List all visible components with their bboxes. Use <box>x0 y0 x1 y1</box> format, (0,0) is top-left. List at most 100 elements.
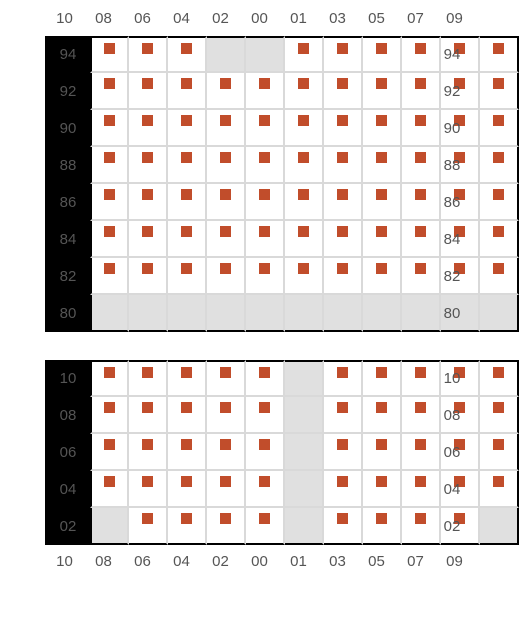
seat-cell[interactable] <box>363 36 402 73</box>
seat-cell[interactable] <box>246 360 285 397</box>
seat-cell[interactable] <box>480 147 519 184</box>
seat-cell[interactable] <box>324 73 363 110</box>
seat-cell[interactable] <box>324 147 363 184</box>
seat-cell[interactable] <box>363 221 402 258</box>
column-label: 05 <box>357 4 396 34</box>
seat-cell[interactable] <box>285 110 324 147</box>
seat-cell[interactable] <box>324 508 363 545</box>
seat-cell[interactable] <box>90 184 129 221</box>
seat-cell[interactable] <box>246 184 285 221</box>
seat-cell[interactable] <box>168 73 207 110</box>
seat-cell[interactable] <box>90 397 129 434</box>
seat-cell[interactable] <box>363 508 402 545</box>
seat-cell[interactable] <box>129 397 168 434</box>
seat-cell[interactable] <box>168 508 207 545</box>
seat-cell[interactable] <box>168 397 207 434</box>
seat-cell[interactable] <box>285 73 324 110</box>
seat-cell[interactable] <box>129 508 168 545</box>
seat-cell[interactable] <box>480 258 519 295</box>
seat-cell[interactable] <box>324 184 363 221</box>
seat-cell[interactable] <box>246 147 285 184</box>
seat-cell[interactable] <box>129 147 168 184</box>
seat-cell[interactable] <box>480 184 519 221</box>
seat-cell[interactable] <box>285 184 324 221</box>
seat-cell[interactable] <box>207 258 246 295</box>
seat-cell[interactable] <box>90 258 129 295</box>
seat-cell[interactable] <box>480 471 519 508</box>
seat-cell[interactable] <box>324 434 363 471</box>
seat-cell[interactable] <box>324 471 363 508</box>
seat-cell[interactable] <box>90 434 129 471</box>
seat-cell[interactable] <box>90 147 129 184</box>
seat-cell[interactable] <box>363 434 402 471</box>
seat-cell[interactable] <box>90 110 129 147</box>
seat-cell[interactable] <box>129 73 168 110</box>
seat-cell[interactable] <box>324 110 363 147</box>
seat-cell[interactable] <box>246 471 285 508</box>
seat-cell[interactable] <box>363 258 402 295</box>
seat-cell[interactable] <box>480 434 519 471</box>
seat-cell[interactable] <box>285 147 324 184</box>
seat-cell[interactable] <box>246 110 285 147</box>
seat-cell[interactable] <box>246 73 285 110</box>
seat-cell[interactable] <box>129 36 168 73</box>
seat-cell[interactable] <box>480 397 519 434</box>
seat-cell[interactable] <box>324 36 363 73</box>
seat-cell[interactable] <box>168 221 207 258</box>
seat-cell[interactable] <box>129 110 168 147</box>
seat-cell[interactable] <box>168 360 207 397</box>
seat-cell[interactable] <box>207 73 246 110</box>
seat-cell[interactable] <box>90 36 129 73</box>
seat-cell[interactable] <box>363 471 402 508</box>
seat-cell[interactable] <box>285 221 324 258</box>
seat-cell[interactable] <box>207 471 246 508</box>
seat-cell[interactable] <box>246 258 285 295</box>
seat-cell[interactable] <box>90 73 129 110</box>
seat-cell[interactable] <box>246 397 285 434</box>
seat-cell[interactable] <box>324 397 363 434</box>
seat-cell[interactable] <box>363 73 402 110</box>
seat-cell[interactable] <box>129 360 168 397</box>
seat-cell[interactable] <box>129 434 168 471</box>
seat-cell[interactable] <box>129 471 168 508</box>
seat-cell[interactable] <box>246 221 285 258</box>
seat-cell[interactable] <box>168 147 207 184</box>
seat-cell[interactable] <box>207 397 246 434</box>
seat-cell[interactable] <box>363 147 402 184</box>
seat-cell[interactable] <box>168 258 207 295</box>
seat-cell[interactable] <box>363 184 402 221</box>
seat-cell[interactable] <box>363 360 402 397</box>
seat-cell[interactable] <box>129 221 168 258</box>
seat-cell[interactable] <box>285 36 324 73</box>
seat-cell[interactable] <box>168 36 207 73</box>
seat-cell[interactable] <box>168 471 207 508</box>
seat-cell[interactable] <box>324 258 363 295</box>
seat-cell[interactable] <box>168 184 207 221</box>
seat-cell[interactable] <box>207 184 246 221</box>
seat-cell[interactable] <box>168 434 207 471</box>
seat-cell[interactable] <box>207 110 246 147</box>
seat-cell[interactable] <box>285 258 324 295</box>
seat-cell[interactable] <box>480 360 519 397</box>
seat-cell[interactable] <box>363 397 402 434</box>
seat-cell[interactable] <box>129 258 168 295</box>
seat-cell[interactable] <box>168 110 207 147</box>
seat-cell[interactable] <box>207 434 246 471</box>
seat-cell[interactable] <box>207 147 246 184</box>
seat-cell[interactable] <box>246 434 285 471</box>
seat-cell[interactable] <box>90 221 129 258</box>
seat-cell[interactable] <box>207 221 246 258</box>
seat-cell[interactable] <box>480 221 519 258</box>
seat-cell[interactable] <box>129 184 168 221</box>
seat-cell[interactable] <box>480 36 519 73</box>
seat-cell[interactable] <box>207 508 246 545</box>
seat-cell[interactable] <box>90 360 129 397</box>
seat-cell[interactable] <box>246 508 285 545</box>
seat-cell[interactable] <box>324 221 363 258</box>
seat-cell[interactable] <box>90 471 129 508</box>
seat-cell[interactable] <box>480 110 519 147</box>
seat-cell[interactable] <box>480 73 519 110</box>
seat-cell[interactable] <box>363 110 402 147</box>
seat-cell[interactable] <box>207 360 246 397</box>
seat-cell[interactable] <box>324 360 363 397</box>
